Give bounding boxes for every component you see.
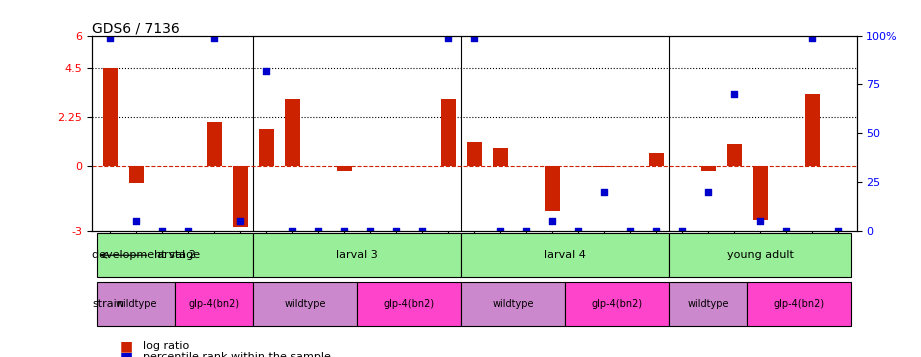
Point xyxy=(623,228,637,234)
Bar xyxy=(102,68,118,166)
Point xyxy=(233,218,248,224)
Point xyxy=(285,228,299,234)
Point xyxy=(389,228,403,234)
Point xyxy=(129,218,144,224)
Bar xyxy=(259,129,274,166)
Text: glp-4(bn2): glp-4(bn2) xyxy=(592,299,643,309)
Text: glp-4(bn2): glp-4(bn2) xyxy=(189,299,239,309)
Point xyxy=(701,189,716,195)
Text: development stage: development stage xyxy=(92,250,200,260)
Bar xyxy=(701,166,717,171)
Point xyxy=(493,228,507,234)
Point xyxy=(805,35,820,40)
Point xyxy=(753,218,768,224)
Bar xyxy=(805,94,820,166)
Text: larval 4: larval 4 xyxy=(544,250,587,260)
Text: glp-4(bn2): glp-4(bn2) xyxy=(774,299,825,309)
Point xyxy=(311,228,326,234)
Text: wildtype: wildtype xyxy=(493,299,534,309)
Bar xyxy=(648,153,664,166)
Point xyxy=(571,228,586,234)
Point xyxy=(779,228,794,234)
Text: ■: ■ xyxy=(120,350,133,357)
Text: glp-4(bn2): glp-4(bn2) xyxy=(384,299,435,309)
Bar xyxy=(206,122,222,166)
FancyBboxPatch shape xyxy=(670,282,747,326)
Point xyxy=(207,35,222,40)
Point xyxy=(337,228,352,234)
Text: ■: ■ xyxy=(120,339,133,353)
Text: larval 2: larval 2 xyxy=(155,250,196,260)
Point xyxy=(675,228,690,234)
Point xyxy=(649,228,664,234)
Point xyxy=(181,228,195,234)
Point xyxy=(415,228,430,234)
Point xyxy=(727,91,741,97)
Bar xyxy=(493,149,508,166)
Point xyxy=(597,189,612,195)
Point xyxy=(519,228,533,234)
FancyBboxPatch shape xyxy=(175,282,253,326)
Bar xyxy=(232,166,248,227)
Point xyxy=(467,35,482,40)
Text: wildtype: wildtype xyxy=(115,299,157,309)
Text: young adult: young adult xyxy=(727,250,794,260)
Text: GDS6 / 7136: GDS6 / 7136 xyxy=(92,22,180,36)
Text: wildtype: wildtype xyxy=(688,299,729,309)
FancyBboxPatch shape xyxy=(98,233,253,277)
Point xyxy=(103,35,118,40)
FancyBboxPatch shape xyxy=(670,233,851,277)
Bar xyxy=(597,166,612,167)
Point xyxy=(831,228,845,234)
Bar xyxy=(752,166,768,220)
Point xyxy=(545,218,560,224)
FancyBboxPatch shape xyxy=(253,233,461,277)
Text: larval 3: larval 3 xyxy=(336,250,379,260)
Text: wildtype: wildtype xyxy=(285,299,326,309)
Point xyxy=(441,35,456,40)
FancyBboxPatch shape xyxy=(565,282,670,326)
FancyBboxPatch shape xyxy=(253,282,357,326)
Text: strain: strain xyxy=(92,299,124,309)
Point xyxy=(363,228,378,234)
FancyBboxPatch shape xyxy=(461,282,565,326)
Bar xyxy=(440,99,456,166)
Point xyxy=(259,68,274,74)
Bar xyxy=(467,142,482,166)
Point xyxy=(155,228,169,234)
Bar xyxy=(129,166,144,183)
FancyBboxPatch shape xyxy=(357,282,461,326)
Bar xyxy=(727,144,742,166)
FancyBboxPatch shape xyxy=(98,282,175,326)
FancyBboxPatch shape xyxy=(747,282,851,326)
Bar xyxy=(544,166,560,211)
FancyBboxPatch shape xyxy=(461,233,670,277)
Text: log ratio: log ratio xyxy=(143,341,189,351)
Text: percentile rank within the sample: percentile rank within the sample xyxy=(143,352,331,357)
Bar xyxy=(285,99,300,166)
Bar xyxy=(336,166,352,171)
